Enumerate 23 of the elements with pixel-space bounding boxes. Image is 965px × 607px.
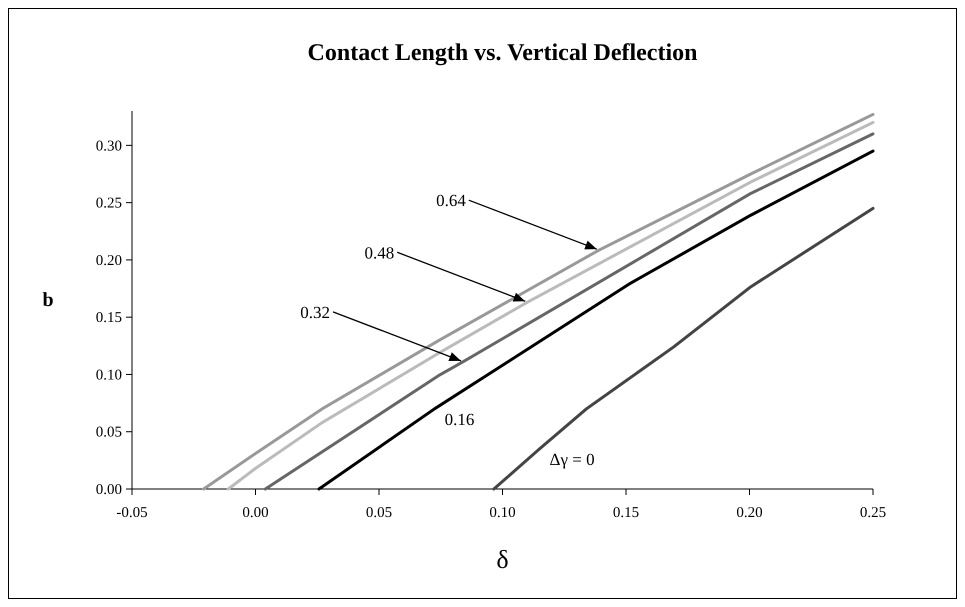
annotation: 0.32 bbox=[300, 302, 330, 322]
y-tick-label: 0.05 bbox=[96, 424, 122, 441]
y-tick-label: 0.20 bbox=[96, 252, 122, 269]
y-tick-label: 0.15 bbox=[96, 310, 122, 326]
y-tick-label: 0.30 bbox=[96, 138, 122, 154]
x-tick-label: 0.15 bbox=[612, 505, 640, 521]
chart-title: Contact Length vs. Vertical Deflection bbox=[308, 40, 698, 66]
x-tick-label: 0.25 bbox=[860, 505, 886, 521]
series-label: Δγ = 0 bbox=[550, 450, 595, 469]
line-series bbox=[492, 206, 874, 490]
y-tick-label: 0.10 bbox=[96, 367, 122, 384]
annotation: 0.64 bbox=[436, 191, 466, 210]
x-axis-title: δ bbox=[496, 545, 509, 574]
series-label: 0.16 bbox=[444, 410, 474, 429]
y-axis-title: b bbox=[42, 289, 54, 311]
x-tick-label: 0.00 bbox=[242, 505, 269, 521]
x-tick-label: 0.20 bbox=[736, 505, 763, 521]
y-tick-label: 0.25 bbox=[96, 196, 122, 212]
x-tick-label: 0.05 bbox=[366, 505, 392, 521]
x-tick-label: -0.05 bbox=[116, 505, 148, 521]
annotation: 0.48 bbox=[364, 243, 394, 262]
y-tick-label: 0.00 bbox=[96, 482, 122, 498]
x-tick-label: 0.10 bbox=[489, 505, 516, 521]
